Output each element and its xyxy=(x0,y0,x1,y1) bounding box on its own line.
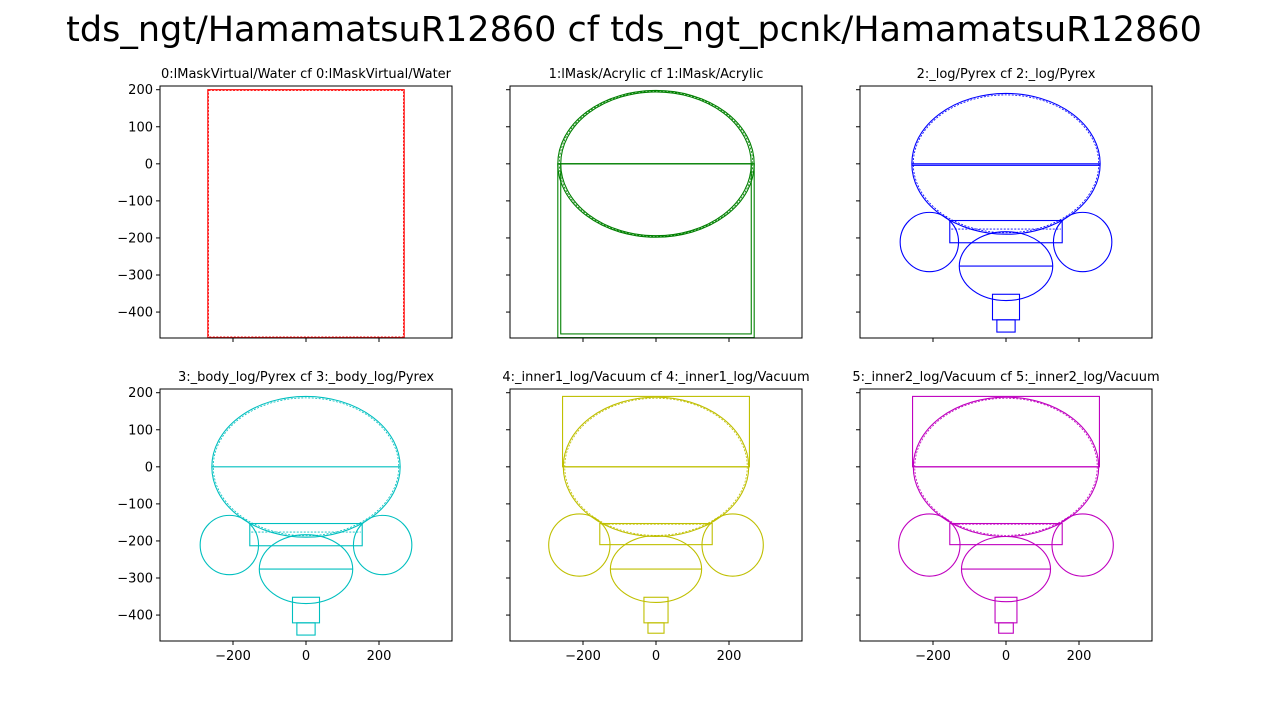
shape-ellipse xyxy=(701,513,764,577)
subplot-1: 1:lMask/Acrylic cf 1:lMask/Acrylic xyxy=(506,67,803,342)
shape-rect xyxy=(249,522,363,547)
x-tick-label: −200 xyxy=(215,649,251,664)
figure-title: tds_ngt/HamamatsuR12860 cf tds_ngt_pcnk/… xyxy=(66,10,1202,50)
subplot-3: 200 100 0 −100 −200 −300 −400 −200 0 200 3:_body_l… xyxy=(117,370,453,664)
y-tick-label: −400 xyxy=(117,306,153,321)
y-tick-label: 100 xyxy=(128,120,153,135)
y-tick-label: −100 xyxy=(117,194,153,209)
x-tick-label: −200 xyxy=(915,649,951,664)
y-tick-label: 200 xyxy=(128,386,153,401)
shape-rect xyxy=(296,622,316,636)
subplot-1-shapes xyxy=(557,89,755,338)
y-tick-label: −300 xyxy=(117,269,153,284)
shape-rect xyxy=(996,319,1016,333)
shape-rect xyxy=(949,219,1063,244)
subplot-3-shapes xyxy=(199,395,413,636)
subplot-5: −200 0 200 5:_inner2_log/Vacuum cf 5:_inner… xyxy=(852,370,1159,664)
subplot-2-shapes xyxy=(899,92,1113,333)
subplot-title: 4:_inner1_log/Vacuum cf 4:_inner1_log/Va… xyxy=(502,370,809,385)
shape-rect xyxy=(599,522,713,546)
subplot-5-shapes xyxy=(898,395,1114,634)
subplot-4-shapes xyxy=(548,395,764,634)
axes-frame xyxy=(859,388,1153,642)
x-tick-label: −200 xyxy=(565,649,601,664)
shape-rect xyxy=(208,90,404,338)
subplot-4: −200 0 200 4:_inner1_log/Vacuum cf 4:_inner… xyxy=(502,370,809,664)
subplot-title: 5:_inner2_log/Vacuum cf 5:_inner2_log/Va… xyxy=(852,370,1159,385)
shape-ellipse xyxy=(898,513,961,577)
y-tick-label: 0 xyxy=(145,157,153,172)
y-tick-label: 0 xyxy=(145,460,153,475)
shape-rect xyxy=(949,522,1063,546)
y-tick-label: −200 xyxy=(117,534,153,549)
shape-rect xyxy=(647,622,665,634)
x-tick-label: 200 xyxy=(717,649,742,664)
y-tick-label: 100 xyxy=(128,423,153,438)
shape-rect xyxy=(912,395,1100,468)
shape-ellipse xyxy=(199,514,260,576)
shape-rect xyxy=(562,395,750,468)
axes-frame xyxy=(509,85,803,339)
y-tick-label: −200 xyxy=(117,231,153,246)
y-tick-label: −400 xyxy=(117,609,153,624)
y-tick-label: −300 xyxy=(117,572,153,587)
subplot-title: 3:_body_log/Pyrex cf 3:_body_log/Pyrex xyxy=(178,370,434,385)
subplot-title: 2:_log/Pyrex cf 2:_log/Pyrex xyxy=(917,67,1096,82)
x-tick-label: 200 xyxy=(367,649,392,664)
x-tick-label: 0 xyxy=(302,649,310,664)
y-tick-label: −100 xyxy=(117,497,153,512)
x-tick-label: 200 xyxy=(1067,649,1092,664)
shape-rect xyxy=(998,622,1014,634)
shape-rect xyxy=(207,89,405,338)
shape-ellipse xyxy=(1052,211,1113,273)
shape-ellipse xyxy=(352,514,413,576)
shape-ellipse xyxy=(548,513,611,577)
subplot-0-shapes xyxy=(207,89,405,338)
shape-rect xyxy=(560,163,752,335)
shape-rect xyxy=(557,163,755,338)
subplot-title: 1:lMask/Acrylic cf 1:lMask/Acrylic xyxy=(549,67,764,82)
shape-rect xyxy=(991,293,1021,321)
shape-rect xyxy=(643,596,669,624)
subplot-0: 200 100 0 −100 −200 −300 −400 0:lMaskVirtual/Wa… xyxy=(117,67,453,342)
y-tick-label: 200 xyxy=(128,83,153,98)
shape-ellipse xyxy=(899,211,960,273)
subplot-2: 2:_log/Pyrex cf 2:_log/Pyrex xyxy=(856,67,1153,342)
shape-rect xyxy=(291,596,321,624)
axes-frame xyxy=(509,388,803,642)
x-tick-label: 0 xyxy=(1002,649,1010,664)
axes-frame xyxy=(159,85,453,339)
subplot-title: 0:lMaskVirtual/Water cf 0:lMaskVirtual/W… xyxy=(161,67,452,82)
x-tick-label: 0 xyxy=(652,649,660,664)
shape-ellipse xyxy=(1051,513,1114,577)
